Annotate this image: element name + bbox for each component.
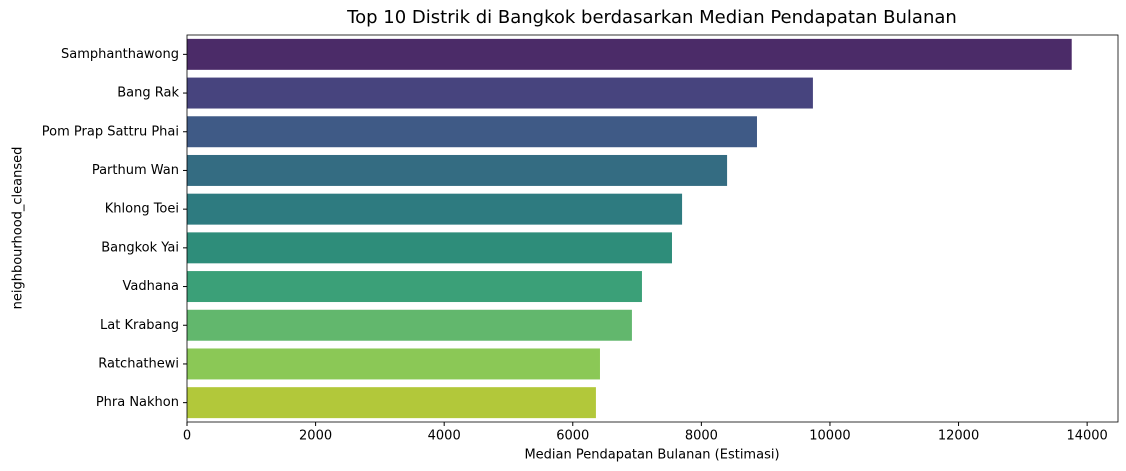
y-tick-label: Khlong Toei xyxy=(105,202,179,217)
plot-frame xyxy=(186,34,1119,423)
bar xyxy=(187,193,683,225)
y-tick-label: Samphanthawong xyxy=(61,47,179,62)
y-tick-label: Parthum Wan xyxy=(92,163,179,178)
bar xyxy=(187,348,600,380)
x-tick-label: 14000 xyxy=(1066,429,1107,444)
bar xyxy=(187,387,596,419)
bar xyxy=(187,271,642,303)
bar xyxy=(187,309,632,341)
bar xyxy=(187,154,728,186)
x-tick-label: 6000 xyxy=(556,429,589,444)
y-tick-label: Ratchathewi xyxy=(98,356,179,371)
y-tick-label: Phra Nakhon xyxy=(96,395,179,410)
bar xyxy=(187,116,757,148)
x-tick-label: 8000 xyxy=(685,429,718,444)
y-tick-label: Lat Krabang xyxy=(100,318,179,333)
x-tick-label: 10000 xyxy=(809,429,850,444)
x-tick-label: 4000 xyxy=(428,429,461,444)
chart-title: Top 10 Distrik di Bangkok berdasarkan Me… xyxy=(346,7,957,28)
bar xyxy=(187,77,813,109)
x-axis-label: Median Pendapatan Bulanan (Estimasi) xyxy=(524,448,779,463)
y-tick-label: Vadhana xyxy=(122,279,179,294)
bar xyxy=(187,38,1072,70)
y-axis-label: neighbourhood_cleansed xyxy=(11,147,26,310)
y-tick-label: Bangkok Yai xyxy=(101,240,179,255)
y-tick-label: Bang Rak xyxy=(117,86,179,101)
x-tick-label: 2000 xyxy=(299,429,332,444)
x-tick-label: 0 xyxy=(183,429,191,444)
x-tick-label: 12000 xyxy=(938,429,979,444)
y-tick-label: Pom Prap Sattru Phai xyxy=(42,124,179,139)
bar xyxy=(187,232,672,264)
